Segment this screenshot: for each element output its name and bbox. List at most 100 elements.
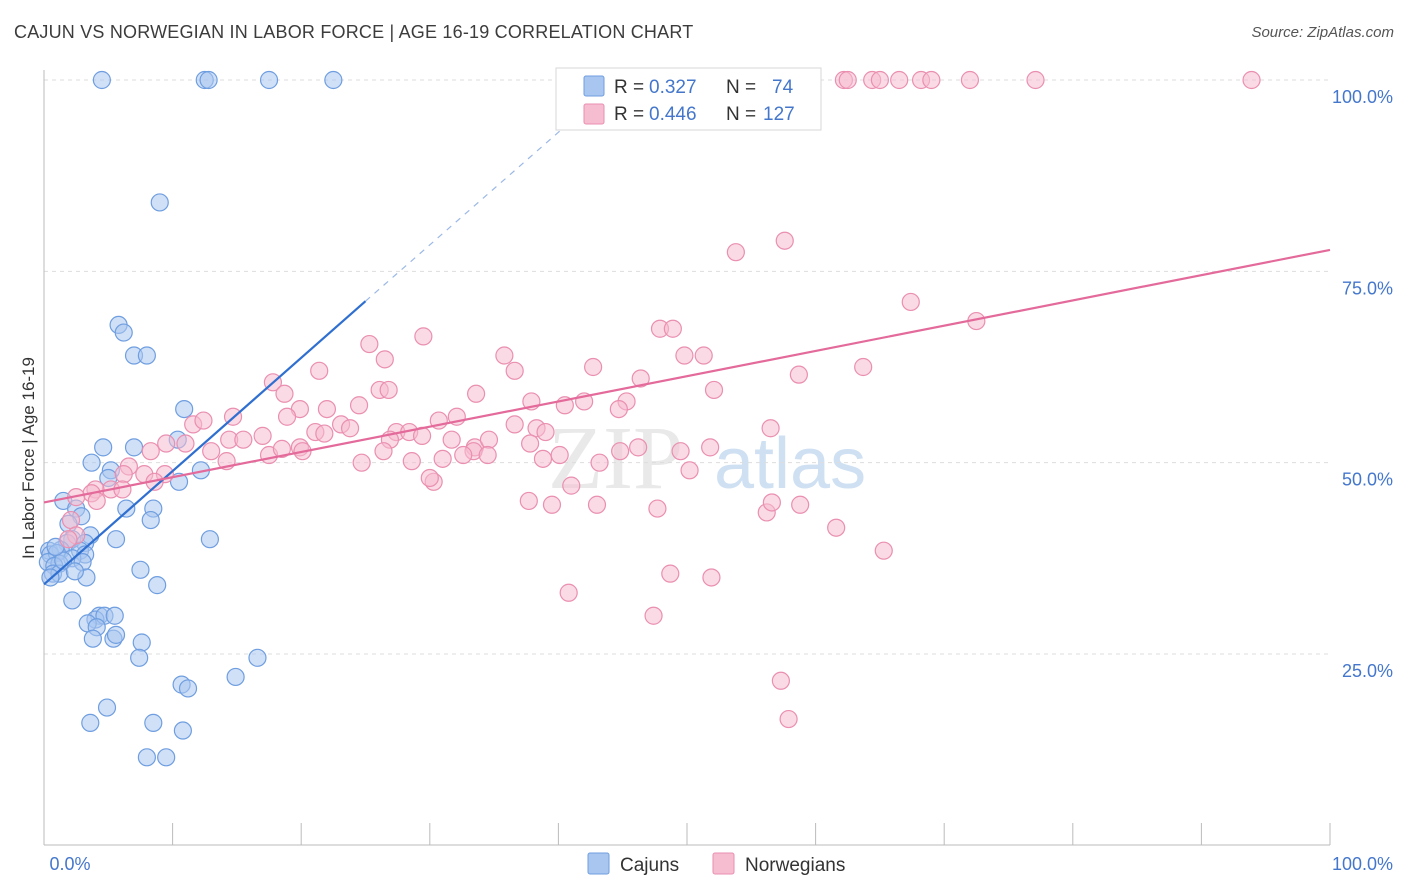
gridlines xyxy=(44,79,1330,655)
norwegian-point-71 xyxy=(374,442,393,461)
norwegian-point-6 xyxy=(922,70,941,90)
cajun-point-4 xyxy=(324,70,343,90)
norwegian-point-113 xyxy=(644,606,663,625)
norwegian-point-110 xyxy=(661,564,680,583)
norwegian-point-47 xyxy=(194,411,213,430)
norwegian-point-65 xyxy=(442,430,461,449)
norwegian-point-33 xyxy=(466,384,486,403)
cajun-point-68 xyxy=(173,721,192,740)
norwegian-point-49 xyxy=(340,419,360,438)
norwegian-point-8 xyxy=(1026,70,1045,90)
x-tick-label-min: 0.0% xyxy=(49,854,90,874)
norwegian-point-3 xyxy=(870,70,890,90)
cajun-trendline xyxy=(43,300,367,586)
cajun-point-47 xyxy=(131,560,150,579)
norwegian-point-79 xyxy=(433,449,452,468)
legend: R = 0.327 N = 74 R = 0.446 N = 127 xyxy=(555,67,822,131)
norwegian-point-62 xyxy=(234,430,253,449)
legend-r-label-2: R = xyxy=(614,104,644,125)
norwegian-point-34 xyxy=(349,396,369,415)
y-tick-labels: 25.0% 50.0% 75.0% 100.0% xyxy=(1332,87,1393,681)
cajun-point-5 xyxy=(150,193,169,212)
norwegian-point-112 xyxy=(559,583,578,602)
norwegian-point-68 xyxy=(629,438,648,457)
norwegian-point-73 xyxy=(521,434,540,453)
cajun-point-26 xyxy=(200,530,219,549)
norwegian-point-91 xyxy=(420,468,439,488)
legend-r-value-2: 0.446 xyxy=(649,104,697,125)
bottom-legend: Cajuns Norwegians xyxy=(587,852,845,876)
legend-n-value-2: 127 xyxy=(763,104,795,125)
norwegian-point-81 xyxy=(272,439,292,458)
norwegian-point-106 xyxy=(827,518,846,537)
cajun-point-66 xyxy=(81,713,100,732)
y-axis-title: In Labor Force | Age 16-19 xyxy=(19,357,38,559)
norwegian-point-102 xyxy=(648,499,667,518)
norwegian-point-74 xyxy=(141,442,160,461)
norwegian-point-116 xyxy=(59,530,78,549)
cajun-point-21 xyxy=(117,499,136,518)
norwegian-point-43 xyxy=(277,407,297,426)
norwegian-point-119 xyxy=(590,453,609,472)
cajun-point-10 xyxy=(175,399,194,419)
bottom-legend-swatch-cajun xyxy=(587,852,610,875)
norwegian-point-7 xyxy=(960,70,980,90)
cajun-point-24 xyxy=(141,510,160,530)
cajun-point-29 xyxy=(106,530,126,549)
cajun-point-49 xyxy=(63,591,82,610)
norwegian-point-54 xyxy=(536,422,555,442)
bottom-legend-norwegians: Norwegians xyxy=(745,855,845,876)
x-tick-marks xyxy=(172,823,1331,845)
y-tick-label-25: 25.0% xyxy=(1342,661,1393,681)
norwegian-point-58 xyxy=(253,426,272,445)
norwegian-point-9 xyxy=(1242,70,1261,90)
norwegian-point-121 xyxy=(315,424,334,443)
y-tick-label-50: 50.0% xyxy=(1342,470,1393,490)
cajun-point-69 xyxy=(137,748,156,767)
cajun-point-64 xyxy=(178,679,198,698)
norwegian-point-60 xyxy=(176,434,195,453)
norwegian-point-86 xyxy=(114,465,133,484)
norwegian-point-19 xyxy=(675,346,694,365)
cajun-point-12 xyxy=(94,438,113,457)
norwegian-point-27 xyxy=(631,369,650,388)
y-tick-label-100: 100.0% xyxy=(1332,87,1393,107)
norwegian-point-92 xyxy=(562,476,581,495)
norwegian-point-82 xyxy=(352,453,371,472)
norwegian-point-22 xyxy=(310,361,329,380)
norwegian-point-99 xyxy=(519,491,538,511)
cajun-point-70 xyxy=(157,748,176,767)
cajun-point-13 xyxy=(124,438,144,457)
norwegian-point-18 xyxy=(495,346,514,365)
norwegian-point-16 xyxy=(414,327,433,346)
bottom-legend-cajuns: Cajuns xyxy=(620,855,679,876)
cajun-point-60 xyxy=(130,648,149,667)
cajun-point-72 xyxy=(65,562,84,581)
cajun-point-56 xyxy=(83,629,102,648)
norwegian-points xyxy=(59,70,1261,729)
norwegian-point-78 xyxy=(478,445,497,465)
norwegian-point-80 xyxy=(671,442,690,461)
norwegian-point-105 xyxy=(762,493,781,512)
cajun-point-67 xyxy=(144,713,163,732)
norwegian-point-30 xyxy=(704,380,724,400)
cajun-point-0 xyxy=(92,70,111,90)
legend-r-label-1: R = xyxy=(614,77,644,98)
norwegian-point-15 xyxy=(663,319,682,338)
cajun-point-48 xyxy=(148,576,167,595)
norwegian-point-104 xyxy=(791,495,810,514)
norwegian-point-120 xyxy=(550,445,569,465)
norwegian-point-101 xyxy=(587,495,607,514)
norwegian-point-55 xyxy=(761,419,780,438)
norwegian-point-77 xyxy=(454,445,473,465)
norwegian-point-23 xyxy=(584,357,603,377)
norwegian-point-114 xyxy=(771,671,790,690)
norwegian-point-75 xyxy=(202,442,221,461)
x-tick-label-max: 100.0% xyxy=(1332,854,1393,874)
legend-n-label-2: N = xyxy=(726,104,756,125)
norwegian-point-98 xyxy=(87,491,106,511)
legend-swatch-cajun xyxy=(583,75,605,97)
norwegian-point-109 xyxy=(874,541,893,560)
norwegian-point-111 xyxy=(702,568,721,587)
